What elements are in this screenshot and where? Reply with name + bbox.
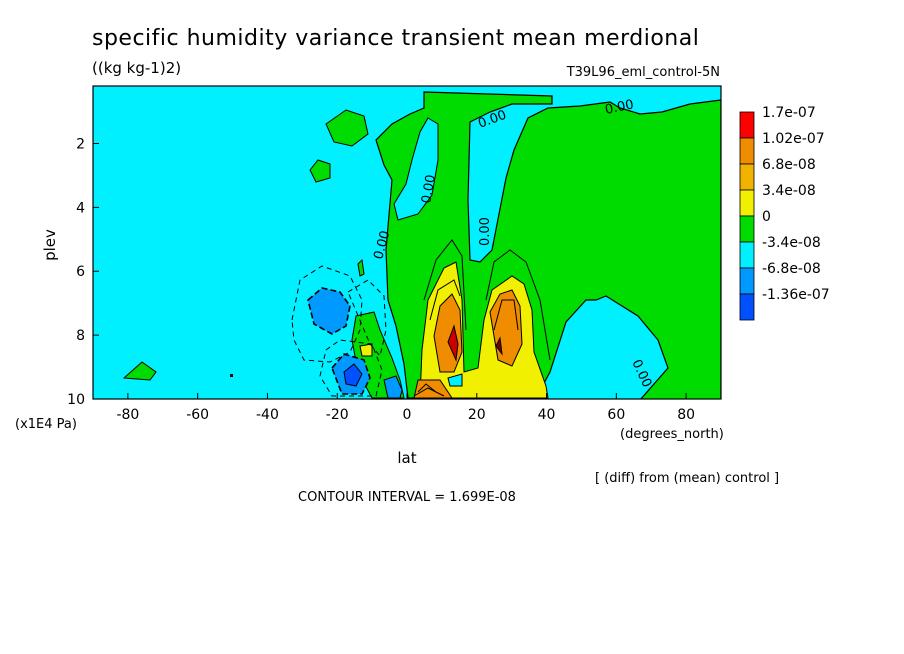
field-green-blob-1 [325, 109, 369, 147]
contour-dashed-3 [319, 339, 383, 397]
field-cyan-tongue [393, 117, 439, 221]
colorbar-label: 3.4e-08 [762, 183, 816, 199]
plot-area [93, 86, 721, 399]
field-blue-1 [307, 287, 351, 335]
colorbar-label: 1.02e-07 [762, 131, 825, 147]
field-yellow-blob [359, 343, 373, 357]
contour-interval-label: CONTOUR INTERVAL = 1.699E-08 [298, 490, 516, 505]
y-axis-title: plev [41, 229, 59, 261]
colorbar-swatch [739, 137, 755, 165]
y-axis-units: (x1E4 Pa) [15, 417, 77, 432]
x-tick-label: -20 [326, 407, 349, 423]
colorbar-swatch [739, 163, 755, 191]
x-axis-ticks: -80 -60 -40 -20 0 20 40 60 80 [116, 393, 695, 423]
field-green-blob-2 [309, 159, 331, 183]
field-blue-3 [343, 363, 363, 387]
colorbar-swatch [739, 267, 755, 295]
field-green-tiny [357, 258, 365, 277]
x-tick-label: 40 [538, 407, 556, 423]
x-tick-label: -40 [256, 407, 279, 423]
field-red-2 [495, 336, 503, 356]
colorbar: 1.7e-07 1.02e-07 6.8e-08 3.4e-08 0 -3.4e-08 -6… [739, 105, 830, 321]
colorbar-swatch [739, 215, 755, 243]
run-label: T39L96_eml_control-5N [566, 65, 720, 80]
colorbar-swatch [739, 111, 755, 139]
x-axis-title: lat [397, 449, 416, 467]
colorbar-swatch [739, 189, 755, 217]
contour-dashed-1 [291, 265, 363, 363]
contour-line-2 [485, 249, 551, 361]
y-tick-label: 8 [76, 328, 85, 344]
contour-line-4 [493, 299, 519, 331]
colorbar-label: -3.4e-08 [762, 235, 821, 251]
colorbar-label: 0 [762, 209, 771, 225]
contour-label-2: 0.00 [604, 97, 635, 118]
units-label: ((kg kg-1)2) [92, 59, 181, 77]
y-tick-label: 6 [76, 264, 85, 280]
chart-title: specific humidity variance transient mea… [92, 26, 699, 51]
y-axis-ticks: 2 4 6 8 10 [67, 136, 99, 408]
y-tick-label: 2 [76, 136, 85, 152]
x-axis-units: (degrees_north) [620, 427, 724, 442]
x-tick-label: 0 [403, 407, 412, 423]
contour-dot [230, 374, 233, 377]
contour-label-5: 0.00 [371, 229, 393, 261]
diff-note: [ (diff) from (mean) control ] [595, 471, 779, 486]
colorbar-label: 1.7e-07 [762, 105, 816, 121]
colorbar-label: -1.36e-07 [762, 287, 830, 303]
colorbar-swatch [739, 241, 755, 269]
contour-line-3 [429, 279, 461, 321]
colorbar-label: 6.8e-08 [762, 157, 816, 173]
contour-line-5 [413, 383, 445, 397]
x-tick-label: -60 [186, 407, 209, 423]
field-red-1 [447, 324, 459, 362]
x-tick-label: 60 [607, 407, 625, 423]
y-tick-label: 4 [76, 200, 85, 216]
x-tick-label: 20 [468, 407, 486, 423]
field-green-blob-3 [122, 361, 157, 381]
x-tick-label: -80 [116, 407, 139, 423]
field-blue-4 [383, 375, 403, 399]
contour-label-4: 0.00 [478, 217, 493, 246]
colorbar-label: -6.8e-08 [762, 261, 821, 277]
colorbar-swatch [739, 293, 755, 321]
field-cyan-notch [447, 373, 463, 387]
x-tick-label: 80 [677, 407, 695, 423]
y-tick-label: 10 [67, 392, 85, 408]
contour-label-3: 0.00 [419, 174, 439, 205]
contour-line-1 [423, 239, 467, 331]
